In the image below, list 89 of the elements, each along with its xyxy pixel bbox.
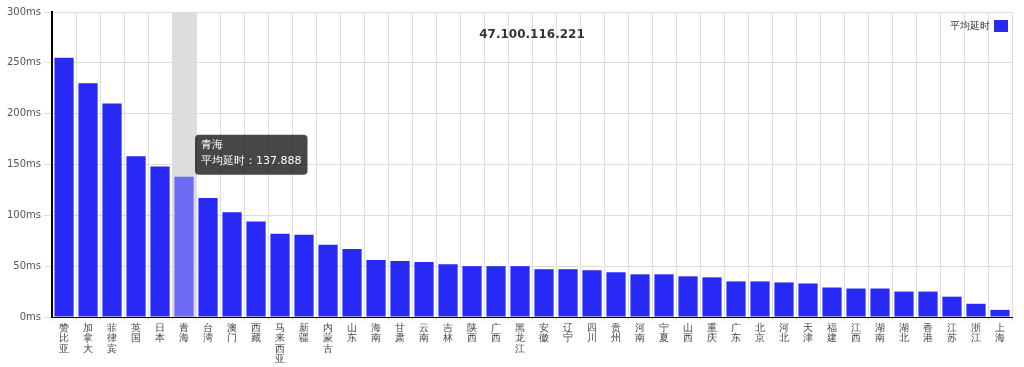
y-tick-label: 200ms — [6, 107, 42, 119]
x-tick-label: 江苏 — [947, 321, 957, 344]
bar — [462, 266, 482, 317]
x-tick-label: 广西 — [491, 321, 502, 344]
bar — [654, 274, 674, 317]
bar — [990, 309, 1010, 317]
x-tick-label: 甘肃 — [395, 321, 406, 344]
x-tick-label: 河南 — [635, 321, 646, 344]
x-tick-label: 山东 — [347, 321, 358, 344]
annotation: 平均延时：137.888 — [201, 154, 302, 168]
x-tick-label: 青海 — [179, 321, 190, 344]
bar — [870, 288, 890, 317]
bar — [966, 303, 986, 317]
x-tick-label: 黑龙江 — [515, 321, 526, 354]
x-tick-label: 日本 — [155, 321, 166, 344]
bar — [102, 103, 122, 317]
x-tick-label: 加拿大 — [83, 321, 94, 354]
x-tick-label: 江西 — [851, 321, 862, 344]
y-tick-label: 150ms — [6, 158, 42, 170]
bar — [774, 282, 794, 317]
x-tick-label: 海南 — [371, 321, 382, 344]
x-tick-label: 陕西 — [467, 321, 478, 344]
x-tick-label: 辽宁 — [563, 321, 574, 344]
bar — [918, 291, 938, 317]
bar — [822, 287, 842, 317]
y-tick-label: 300ms — [6, 5, 42, 17]
bar — [558, 269, 578, 317]
bar — [630, 274, 650, 317]
bar — [390, 261, 410, 317]
bar — [534, 269, 554, 317]
x-tick-label: 菲律宾 — [107, 321, 118, 354]
bar — [798, 283, 818, 317]
x-tick-label: 浙江 — [971, 321, 981, 344]
x-tick-label: 西藏 — [251, 321, 262, 344]
x-tick-label: 宁夏 — [659, 321, 670, 344]
bar — [366, 260, 386, 317]
x-tick-label: 山西 — [683, 321, 694, 344]
x-tick-label: 重庆 — [707, 321, 718, 344]
y-tick-label: 50ms — [13, 259, 42, 271]
x-tick-label: 贵州 — [611, 321, 622, 344]
bar — [582, 270, 602, 317]
x-tick-label: 台湾 — [203, 321, 214, 344]
x-tick-label: 北京 — [755, 321, 766, 344]
bar — [54, 57, 74, 317]
x-tick-label: 天津 — [803, 321, 814, 344]
annotation: 青海 — [201, 138, 224, 152]
bar — [150, 166, 170, 317]
x-tick-label: 安徽 — [539, 321, 550, 344]
x-tick-label: 英国 — [131, 321, 142, 344]
x-tick-label: 湖北 — [899, 321, 909, 344]
x-tick-label: 河北 — [779, 321, 790, 344]
bar — [126, 156, 146, 317]
x-tick-label: 四川 — [587, 321, 598, 344]
bar — [702, 277, 722, 317]
bar — [342, 248, 362, 317]
bar — [486, 266, 506, 317]
y-tick-label: 250ms — [6, 56, 42, 68]
x-tick-label: 吉林 — [442, 321, 454, 344]
x-tick-label: 马来西亚 — [275, 321, 286, 365]
text: 47.100.116.221 — [479, 27, 585, 42]
bar — [726, 281, 746, 317]
y-tick-label: 100ms — [6, 208, 42, 220]
x-tick-label: 澳门 — [227, 321, 238, 344]
bar — [510, 266, 530, 317]
bar — [222, 212, 242, 317]
x-tick-label: 福建 — [826, 321, 838, 344]
bar — [270, 233, 290, 317]
bar — [750, 281, 770, 317]
x-tick-label: 上海 — [995, 321, 1005, 344]
x-tick-label: 赞比亚 — [59, 321, 70, 354]
x-tick-label: 广东 — [731, 321, 742, 344]
x-tick-label: 香港 — [923, 321, 933, 344]
bar — [294, 234, 314, 317]
bar — [438, 264, 458, 317]
x-tick-label: 新疆 — [299, 321, 310, 344]
bar — [678, 276, 698, 317]
legend-label: 平均延时 — [950, 19, 990, 31]
bar — [606, 272, 626, 317]
bar — [318, 244, 338, 317]
y-tick-label: 0ms — [19, 310, 42, 322]
bar — [78, 83, 98, 317]
x-tick-label: 云南 — [419, 321, 430, 344]
bar — [846, 288, 866, 317]
x-tick-label: 湖南 — [875, 321, 886, 344]
x-tick-label: 内蒙古 — [323, 321, 334, 354]
bar — [942, 296, 962, 317]
bar — [414, 262, 434, 317]
bar — [894, 291, 914, 317]
bar — [246, 221, 266, 317]
